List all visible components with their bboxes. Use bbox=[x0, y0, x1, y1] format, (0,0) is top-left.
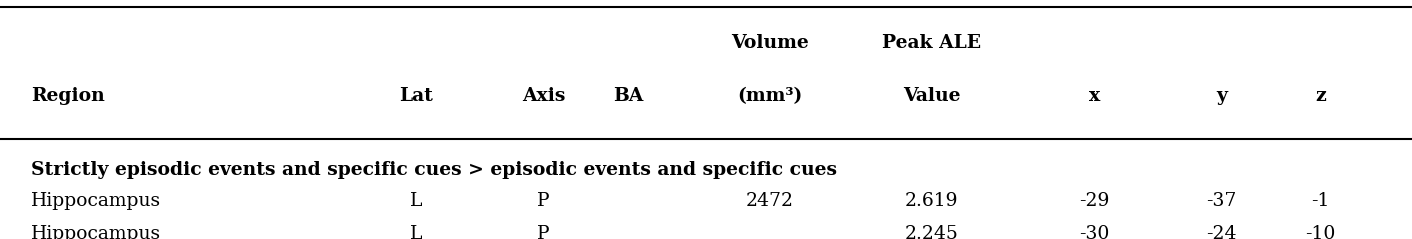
Text: BA: BA bbox=[613, 87, 644, 105]
Text: Hippocampus: Hippocampus bbox=[31, 192, 161, 210]
Text: -1: -1 bbox=[1310, 192, 1330, 210]
Text: Lat: Lat bbox=[400, 87, 433, 105]
Text: Hippocampus: Hippocampus bbox=[31, 225, 161, 239]
Text: L: L bbox=[411, 225, 422, 239]
Text: Volume: Volume bbox=[730, 34, 809, 52]
Text: -10: -10 bbox=[1305, 225, 1336, 239]
Text: Region: Region bbox=[31, 87, 104, 105]
Text: y: y bbox=[1216, 87, 1227, 105]
Text: -24: -24 bbox=[1206, 225, 1237, 239]
Text: (mm³): (mm³) bbox=[737, 87, 802, 105]
Text: 2.245: 2.245 bbox=[905, 225, 959, 239]
Text: x: x bbox=[1089, 87, 1100, 105]
Text: -29: -29 bbox=[1079, 192, 1110, 210]
Text: L: L bbox=[411, 192, 422, 210]
Text: 2.619: 2.619 bbox=[905, 192, 959, 210]
Text: Strictly episodic events and specific cues > episodic events and specific cues: Strictly episodic events and specific cu… bbox=[31, 161, 837, 179]
Text: P: P bbox=[538, 192, 549, 210]
Text: Peak ALE: Peak ALE bbox=[882, 34, 981, 52]
Text: -37: -37 bbox=[1206, 192, 1237, 210]
Text: 2472: 2472 bbox=[746, 192, 794, 210]
Text: Axis: Axis bbox=[522, 87, 565, 105]
Text: z: z bbox=[1315, 87, 1326, 105]
Text: -30: -30 bbox=[1079, 225, 1110, 239]
Text: Value: Value bbox=[904, 87, 960, 105]
Text: P: P bbox=[538, 225, 549, 239]
